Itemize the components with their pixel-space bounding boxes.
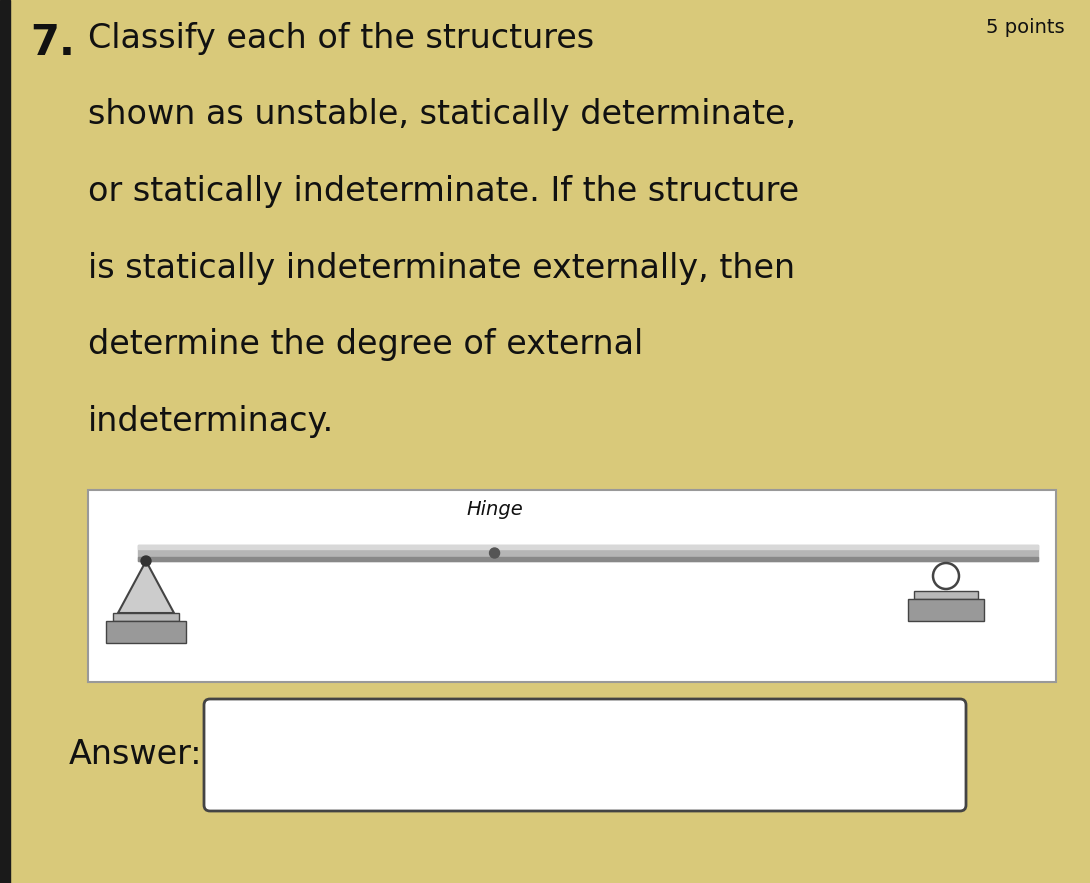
Text: 7.: 7.: [31, 22, 75, 64]
Text: Hinge: Hinge: [467, 500, 523, 519]
Bar: [106, 621, 186, 643]
Text: determine the degree of external: determine the degree of external: [88, 328, 643, 361]
Text: indeterminacy.: indeterminacy.: [88, 405, 335, 438]
Bar: [138, 545, 1038, 549]
FancyBboxPatch shape: [204, 699, 966, 811]
Bar: [908, 599, 984, 621]
Circle shape: [933, 563, 959, 589]
Circle shape: [489, 548, 499, 558]
Text: or statically indeterminate. If the structure: or statically indeterminate. If the stru…: [88, 175, 799, 208]
Text: Answer:: Answer:: [69, 738, 202, 772]
Text: Classify each of the structures: Classify each of the structures: [88, 22, 594, 55]
Bar: [915, 591, 978, 599]
Bar: [88, 490, 1056, 682]
Text: shown as unstable, statically determinate,: shown as unstable, statically determinat…: [88, 98, 796, 131]
Bar: [0, 0, 10, 883]
Bar: [113, 613, 179, 621]
Circle shape: [141, 556, 152, 566]
Bar: [138, 545, 1038, 561]
Text: is statically indeterminate externally, then: is statically indeterminate externally, …: [88, 252, 795, 285]
Text: 5 points: 5 points: [986, 18, 1065, 37]
Polygon shape: [118, 561, 174, 613]
Bar: [138, 557, 1038, 561]
